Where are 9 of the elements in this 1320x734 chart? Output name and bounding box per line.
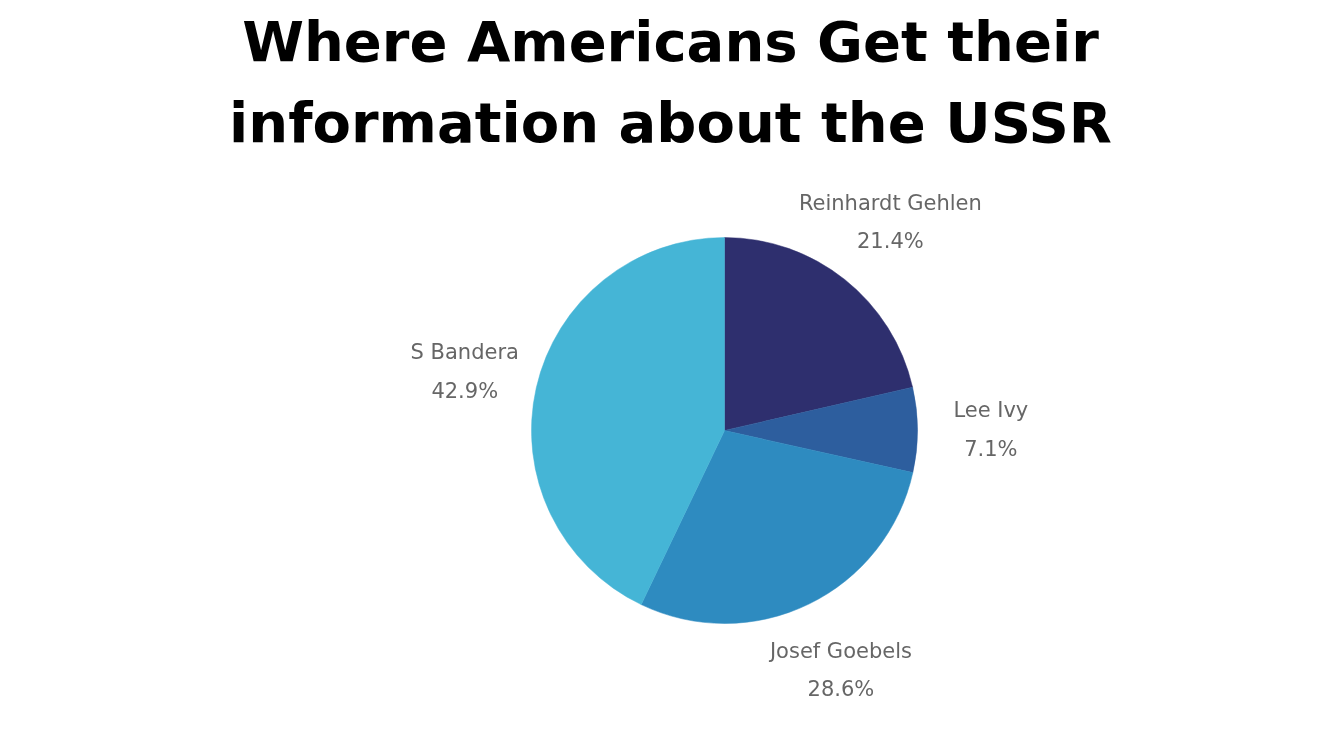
slice-label: Reinhardt Gehlen: [798, 190, 982, 215]
data-label: 28.6%: [807, 677, 875, 702]
data-label: 42.9%: [431, 378, 499, 403]
slice-label: S Bandera: [410, 340, 519, 365]
chart-title: Where Americans Get their information about the USSR: [229, 8, 1112, 155]
data-label: 7.1%: [964, 436, 1018, 461]
slice-label: Josef Goebels: [767, 638, 912, 663]
data-label: 21.4%: [857, 229, 924, 254]
slice-label: Lee Ivy: [953, 398, 1029, 423]
